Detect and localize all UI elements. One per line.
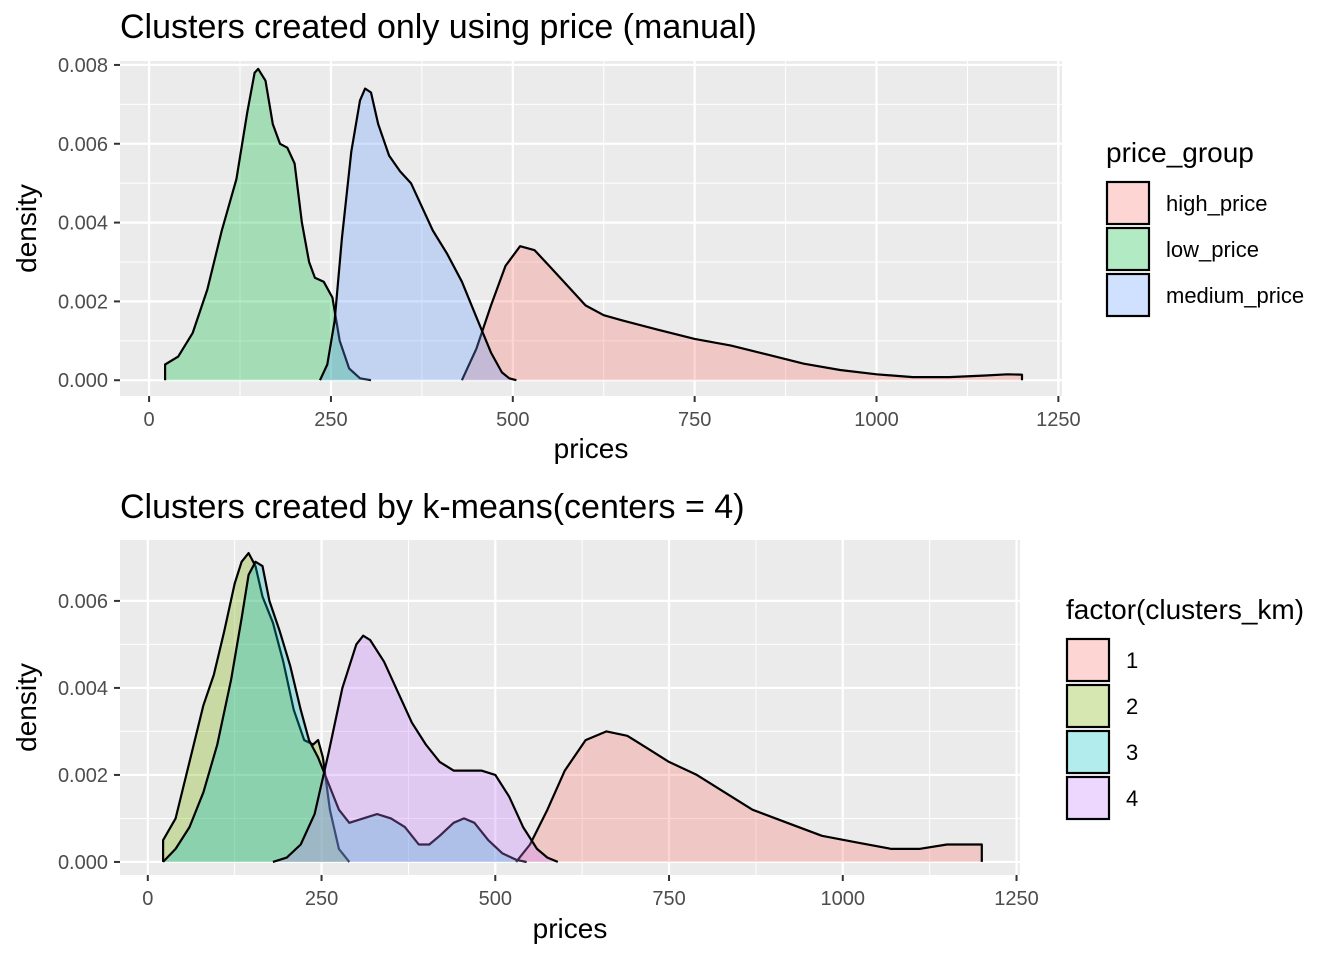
y-axis-title: density (11, 184, 42, 273)
chart-title: Clusters created only using price (manua… (120, 8, 757, 46)
legend-key-bg (1107, 274, 1149, 316)
y-tick-label: 0.006 (58, 591, 108, 613)
x-tick-label: 500 (496, 409, 529, 431)
legend-label-low_price: low_price (1166, 237, 1259, 262)
plot-background (120, 61, 1062, 396)
density-outline-4 (272, 634, 559, 863)
legend-key-4 (1065, 775, 1111, 821)
density-outline-high_price (460, 245, 1024, 381)
x-tick-label: 1000 (854, 409, 899, 431)
density-outline-medium_price (319, 87, 517, 382)
density-area-high_price (461, 246, 1022, 381)
legend-key-1 (1065, 637, 1111, 683)
x-tick-label: 0 (144, 409, 155, 431)
y-tick-label: 0.002 (58, 291, 108, 313)
x-axis-title: prices (533, 913, 608, 944)
density-area-2 (163, 553, 350, 862)
legend-label-2: 2 (1126, 694, 1138, 719)
x-tick-label: 750 (678, 409, 711, 431)
legend-label-4: 4 (1126, 786, 1138, 811)
density-area-3 (163, 561, 527, 862)
chart-title: Clusters created by k-means(centers = 4) (120, 488, 745, 526)
legend-key-high_price (1105, 180, 1151, 226)
legend: price_group high_price low_price medium_pri… (1105, 137, 1304, 318)
y-tick-label: 0.000 (58, 370, 108, 392)
legend-key-bg (1067, 639, 1109, 681)
x-tick-label: 1250 (994, 888, 1039, 910)
density-area-1 (516, 731, 982, 862)
legend-key-bg (1107, 182, 1149, 224)
x-tick-label: 750 (652, 888, 685, 910)
plot-background (120, 540, 1020, 875)
density-outline-1 (515, 730, 983, 863)
x-tick-label: 1000 (821, 888, 866, 910)
legend-title: factor(clusters_km) (1066, 594, 1304, 625)
density-outline-low_price (164, 67, 372, 382)
legend-key-bg (1107, 228, 1149, 270)
legend: factor(clusters_km) 1 2 3 4 (1065, 594, 1304, 821)
legend-key-2 (1065, 683, 1111, 729)
chart-panel-1: Clusters created only using price (manua… (11, 8, 1304, 464)
x-axis-title: prices (554, 433, 629, 464)
y-tick-label: 0.000 (58, 852, 108, 874)
legend-key-bg (1067, 731, 1109, 773)
y-tick-label: 0.004 (58, 213, 108, 235)
legend-key-3 (1065, 729, 1111, 775)
y-tick-label: 0.006 (58, 134, 108, 156)
density-area-low_price (165, 68, 371, 381)
density-outline-2 (162, 552, 351, 863)
x-tick-label: 500 (479, 888, 512, 910)
legend-label-high_price: high_price (1166, 191, 1268, 216)
legend-key-bg (1067, 685, 1109, 727)
density-outline-3 (162, 560, 527, 863)
y-axis-title: density (11, 663, 42, 752)
y-tick-label: 0.002 (58, 765, 108, 787)
legend-key-bg (1067, 777, 1109, 819)
legend-key-low_price (1105, 226, 1151, 272)
density-area-4 (272, 635, 558, 862)
legend-title: price_group (1106, 137, 1254, 168)
x-tick-label: 1250 (1036, 409, 1081, 431)
legend-label-medium_price: medium_price (1166, 283, 1304, 308)
legend-label-3: 3 (1126, 740, 1138, 765)
chart-panel-2: Clusters created by k-means(centers = 4)… (11, 488, 1304, 944)
density-area-medium_price (320, 88, 517, 381)
y-tick-label: 0.008 (58, 55, 108, 77)
x-tick-label: 250 (314, 409, 347, 431)
y-tick-label: 0.004 (58, 678, 108, 700)
legend-label-1: 1 (1126, 648, 1138, 673)
x-tick-label: 0 (142, 888, 153, 910)
x-tick-label: 250 (305, 888, 338, 910)
legend-key-medium_price (1105, 272, 1151, 318)
